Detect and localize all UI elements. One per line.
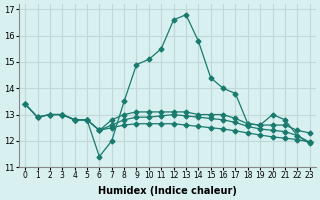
X-axis label: Humidex (Indice chaleur): Humidex (Indice chaleur)	[98, 186, 237, 196]
